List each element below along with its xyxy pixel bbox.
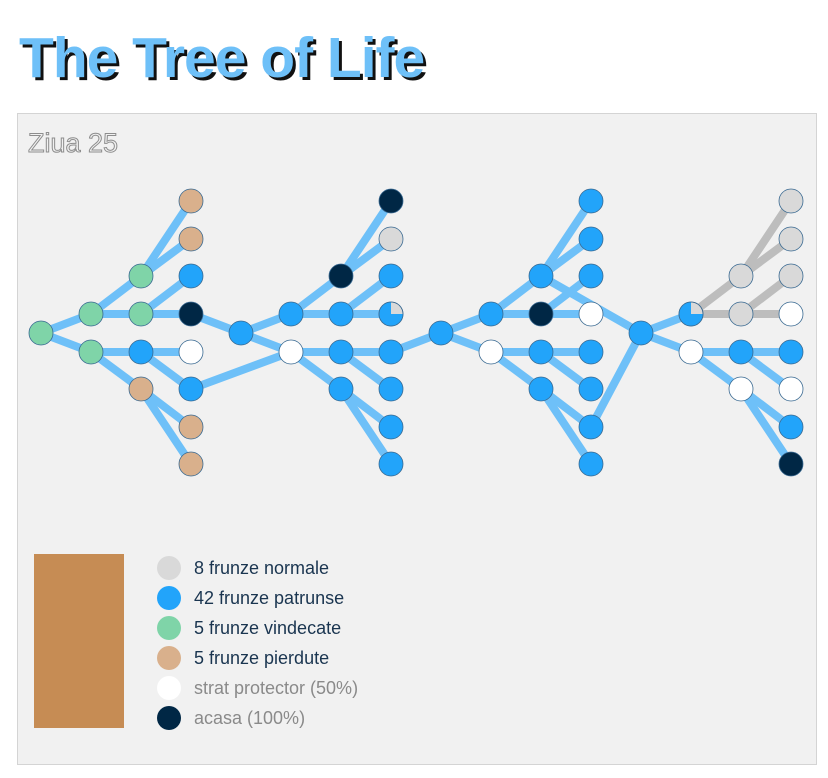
leaf-node bbox=[578, 263, 604, 289]
leaf-node bbox=[178, 339, 204, 365]
leaf-node bbox=[328, 339, 354, 365]
legend-lost-icon bbox=[157, 646, 181, 670]
leaf-node bbox=[428, 320, 454, 346]
leaf-node bbox=[478, 339, 504, 365]
leaf-node bbox=[528, 263, 554, 289]
leaf-node bbox=[128, 301, 154, 327]
branch-line bbox=[737, 197, 795, 280]
legend-label: 42 frunze patrunse bbox=[194, 588, 345, 608]
leaf-node bbox=[528, 339, 554, 365]
legend-label: 5 frunze vindecate bbox=[194, 618, 342, 638]
branch-line bbox=[137, 385, 195, 468]
legend-penetrated-icon bbox=[157, 586, 181, 610]
leaf-node bbox=[628, 320, 654, 346]
leaf-node bbox=[528, 376, 554, 402]
leaf-node bbox=[228, 320, 254, 346]
day-label: Ziua 25 bbox=[27, 128, 119, 159]
leaf-node bbox=[128, 263, 154, 289]
leaf-node bbox=[578, 451, 604, 477]
branch-line bbox=[337, 197, 395, 280]
page-title: The Tree of Life bbox=[19, 26, 425, 90]
tree-leaves bbox=[28, 188, 804, 477]
leaf-node bbox=[178, 263, 204, 289]
leaf-node bbox=[578, 188, 604, 214]
branch-line bbox=[337, 385, 395, 468]
leaf-node bbox=[578, 376, 604, 402]
leaf-node bbox=[378, 451, 404, 477]
leaf-node bbox=[478, 301, 504, 327]
branch-line bbox=[737, 385, 795, 468]
leaf-node bbox=[778, 226, 804, 252]
leaf-node bbox=[578, 301, 604, 327]
legend-label: acasa (100%) bbox=[194, 708, 306, 728]
leaf-node bbox=[178, 414, 204, 440]
leaf-node bbox=[678, 301, 704, 327]
legend-normal-icon bbox=[157, 556, 181, 580]
tree-branches bbox=[37, 197, 795, 468]
leaf-node bbox=[328, 263, 354, 289]
leaf-node bbox=[378, 226, 404, 252]
legend-label: 8 frunze normale bbox=[194, 558, 330, 578]
tree-diagram bbox=[28, 188, 804, 477]
legend-label: strat protector (50%) bbox=[194, 678, 359, 698]
legend-label: 5 frunze pierdute bbox=[194, 648, 330, 668]
leaf-node bbox=[378, 414, 404, 440]
leaf-node bbox=[378, 339, 404, 365]
leaf-node bbox=[778, 376, 804, 402]
leaf-node bbox=[378, 376, 404, 402]
leaf-node bbox=[578, 226, 604, 252]
leaf-node bbox=[578, 339, 604, 365]
leaf-node bbox=[728, 263, 754, 289]
branch-line bbox=[537, 197, 595, 280]
leaf-node bbox=[728, 376, 754, 402]
leaf-node bbox=[778, 339, 804, 365]
leaf-node bbox=[278, 339, 304, 365]
branch-line bbox=[187, 348, 295, 393]
leaf-node bbox=[128, 376, 154, 402]
branch-line bbox=[137, 197, 195, 280]
leaf-node bbox=[378, 263, 404, 289]
legend-healed-icon bbox=[157, 616, 181, 640]
leaf-node bbox=[28, 320, 54, 346]
leaf-node bbox=[178, 451, 204, 477]
leaf-node bbox=[778, 263, 804, 289]
leaf-node bbox=[178, 376, 204, 402]
leaf-node bbox=[778, 188, 804, 214]
leaf-node bbox=[328, 301, 354, 327]
leaf-node bbox=[178, 226, 204, 252]
branch-line bbox=[537, 385, 595, 468]
branch-line bbox=[587, 329, 645, 431]
leaf-node bbox=[778, 301, 804, 327]
leaf-node bbox=[578, 414, 604, 440]
leaf-node bbox=[728, 301, 754, 327]
leaf-node bbox=[78, 301, 104, 327]
leaf-node bbox=[128, 339, 154, 365]
legend-protective-icon bbox=[157, 676, 181, 700]
leaf-node bbox=[78, 339, 104, 365]
legend-home-icon bbox=[157, 706, 181, 730]
leaf-node bbox=[178, 188, 204, 214]
leaf-node bbox=[378, 301, 404, 327]
leaf-node bbox=[328, 376, 354, 402]
leaf-node bbox=[528, 301, 554, 327]
leaf-node bbox=[278, 301, 304, 327]
leaf-node bbox=[678, 339, 704, 365]
leaf-node bbox=[778, 414, 804, 440]
tree-panel: Ziua 25 8 frunze normale 42 frunze patru… bbox=[17, 113, 817, 765]
leaf-node bbox=[378, 188, 404, 214]
leaf-node bbox=[778, 451, 804, 477]
leaf-node bbox=[178, 301, 204, 327]
leaf-node bbox=[728, 339, 754, 365]
soil-block bbox=[34, 554, 124, 728]
